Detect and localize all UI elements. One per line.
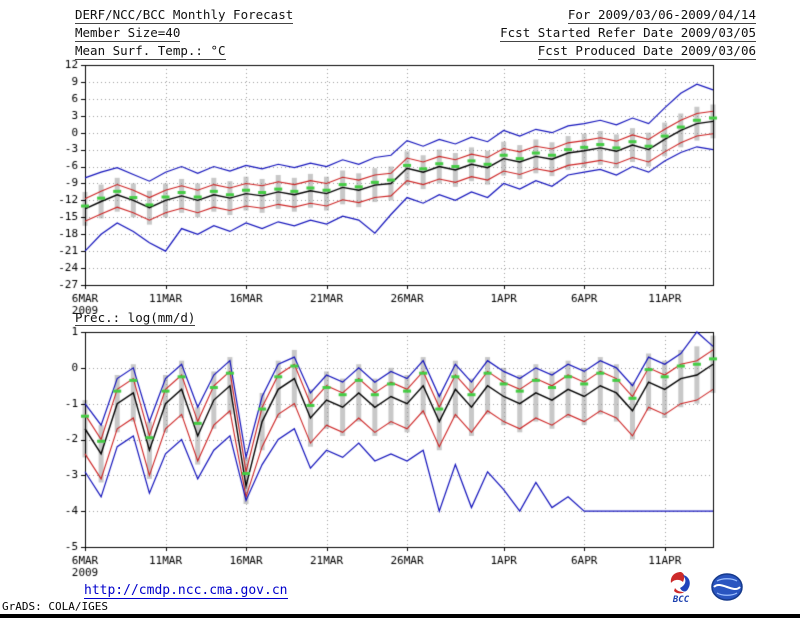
temperature-forecast-chart [0, 58, 800, 314]
member-size-label: Member Size=40 [75, 25, 181, 42]
bcc-logo-label: BCC [672, 595, 690, 605]
header-row-3: Mean Surf. Temp.: °C Fcst Produced Date … [75, 42, 756, 60]
cma-globe-icon [711, 573, 743, 601]
precipitation-forecast-chart [0, 326, 800, 588]
grads-credit: GrADS: COLA/IGES [2, 600, 108, 613]
header: DERF/NCC/BCC Monthly Forecast For 2009/0… [75, 6, 756, 60]
page-title: DERF/NCC/BCC Monthly Forecast [75, 7, 294, 24]
cma-logo [710, 570, 744, 604]
produced-date-label: Fcst Produced Date 2009/03/06 [537, 43, 756, 60]
header-row-1: DERF/NCC/BCC Monthly Forecast For 2009/0… [75, 6, 756, 24]
bcc-swirl-icon [670, 572, 690, 594]
refer-date-label: Fcst Started Refer Date 2009/03/05 [500, 25, 756, 42]
footer-logos: BCC [664, 570, 744, 605]
bcc-logo: BCC [664, 570, 698, 605]
precip-panel-title: Prec.: log(mm/d) [75, 310, 196, 326]
temp-panel-title: Mean Surf. Temp.: °C [75, 43, 226, 60]
precip-panel-title-wrap: Prec.: log(mm/d) [75, 310, 196, 326]
header-row-2: Member Size=40 Fcst Started Refer Date 2… [75, 24, 756, 42]
forecast-date-range: For 2009/03/06-2009/04/14 [567, 7, 756, 24]
source-url-link[interactable]: http://cmdp.ncc.cma.gov.cn [84, 583, 288, 599]
